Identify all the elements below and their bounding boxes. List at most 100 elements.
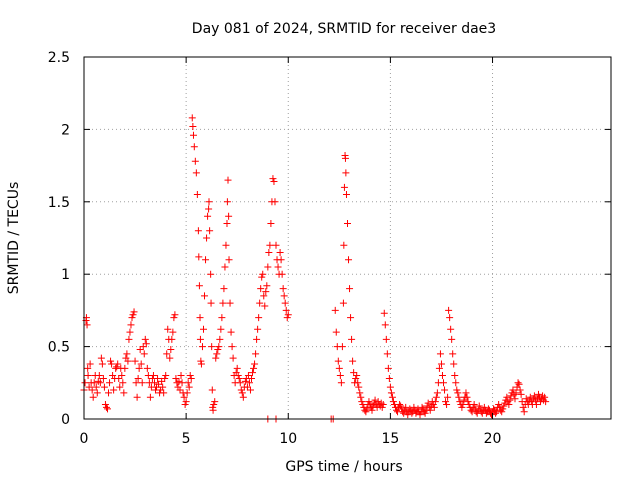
- data-point: [236, 379, 244, 387]
- data-point: [445, 306, 453, 314]
- data-point: [454, 389, 462, 397]
- data-point: [418, 403, 426, 411]
- data-point: [451, 372, 459, 380]
- data-point: [182, 398, 190, 406]
- data-point: [247, 374, 255, 382]
- data-point: [84, 372, 92, 380]
- data-point: [363, 405, 371, 413]
- data-point: [369, 402, 377, 410]
- data-point: [435, 364, 443, 372]
- data-point: [162, 372, 170, 380]
- data-point: [85, 383, 93, 391]
- data-point: [207, 270, 215, 278]
- grid-lines: [84, 57, 611, 419]
- data-point: [436, 350, 444, 358]
- data-point: [155, 380, 163, 388]
- data-point: [358, 398, 366, 406]
- data-point: [213, 350, 221, 358]
- data-point: [192, 169, 200, 177]
- data-point: [202, 256, 210, 264]
- data-point: [277, 256, 285, 264]
- data-point: [224, 176, 232, 184]
- data-point: [164, 325, 172, 333]
- data-point: [118, 372, 126, 380]
- data-point: [475, 402, 483, 410]
- data-point: [132, 379, 140, 387]
- data-point: [250, 364, 258, 372]
- data-point: [110, 386, 118, 394]
- data-point: [334, 357, 342, 365]
- data-point: [509, 386, 517, 394]
- data-point: [253, 335, 261, 343]
- data-point: [262, 288, 270, 296]
- data-point: [437, 360, 445, 368]
- data-point: [185, 383, 193, 391]
- data-point: [441, 386, 449, 394]
- data-point: [86, 360, 94, 368]
- data-point: [352, 374, 360, 382]
- x-tick-label: 5: [182, 431, 191, 447]
- data-point: [256, 299, 264, 307]
- data-point: [462, 389, 470, 397]
- data-point: [208, 386, 216, 394]
- data-points: [80, 114, 550, 423]
- data-point: [90, 379, 98, 387]
- data-point: [100, 383, 108, 391]
- data-point: [243, 383, 251, 391]
- data-point: [251, 360, 259, 368]
- data-point: [215, 343, 223, 351]
- data-point: [349, 357, 357, 365]
- data-point: [234, 372, 242, 380]
- data-point: [382, 335, 390, 343]
- data-point: [381, 321, 389, 329]
- data-point: [191, 157, 199, 165]
- x-tick-label: 20: [484, 431, 502, 447]
- data-point: [233, 364, 241, 372]
- data-point: [167, 345, 175, 353]
- data-point: [514, 379, 522, 387]
- data-point: [350, 369, 358, 377]
- data-point: [337, 379, 345, 387]
- data-point: [506, 396, 514, 404]
- data-point: [406, 405, 414, 413]
- data-point: [284, 311, 292, 319]
- data-point: [225, 256, 233, 264]
- data-point: [355, 383, 363, 391]
- data-point: [102, 403, 110, 411]
- data-point: [214, 345, 222, 353]
- data-point: [498, 408, 506, 416]
- data-point: [124, 357, 132, 365]
- data-point: [146, 393, 154, 401]
- data-point: [130, 308, 138, 316]
- data-point: [211, 398, 219, 406]
- data-point: [360, 403, 368, 411]
- data-point: [404, 411, 412, 419]
- data-point: [516, 386, 524, 394]
- data-point: [222, 241, 230, 249]
- data-point: [443, 401, 451, 409]
- data-point: [520, 408, 528, 416]
- data-point: [204, 212, 212, 220]
- data-point: [195, 253, 203, 261]
- y-tick-label: 0.5: [48, 340, 70, 356]
- data-point: [88, 386, 96, 394]
- data-point: [159, 383, 167, 391]
- data-point: [344, 220, 351, 228]
- data-point: [171, 311, 179, 319]
- y-axis-label: SRMTID / TECUs: [6, 182, 22, 295]
- data-point: [470, 401, 478, 409]
- data-point: [331, 306, 339, 314]
- data-point: [257, 285, 265, 293]
- data-point: [515, 380, 523, 388]
- data-point: [138, 379, 146, 387]
- data-point: [365, 398, 373, 406]
- data-point: [237, 386, 245, 394]
- data-point: [207, 299, 215, 307]
- data-point: [342, 169, 350, 177]
- data-point: [194, 227, 202, 235]
- data-point: [188, 114, 196, 122]
- data-point: [97, 354, 105, 362]
- data-point: [235, 374, 243, 382]
- data-point: [101, 401, 109, 409]
- data-point: [442, 398, 450, 406]
